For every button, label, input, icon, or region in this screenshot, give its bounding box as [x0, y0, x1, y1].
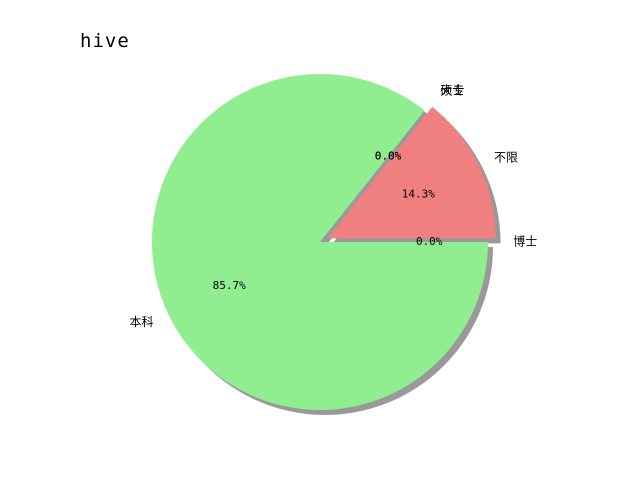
- slice-label-0: 不限: [494, 151, 518, 165]
- slice-label-4: 博士: [513, 234, 537, 249]
- slice-percent-2: 0.0%: [375, 150, 402, 163]
- slice-label-2: 硕士: [440, 83, 464, 97]
- slice-percent-0: 14.3%: [402, 188, 435, 201]
- slice-percent-3: 85.7%: [213, 279, 246, 292]
- slice-percent-4: 0.0%: [416, 235, 443, 248]
- slice-label-3: 本科: [130, 315, 154, 329]
